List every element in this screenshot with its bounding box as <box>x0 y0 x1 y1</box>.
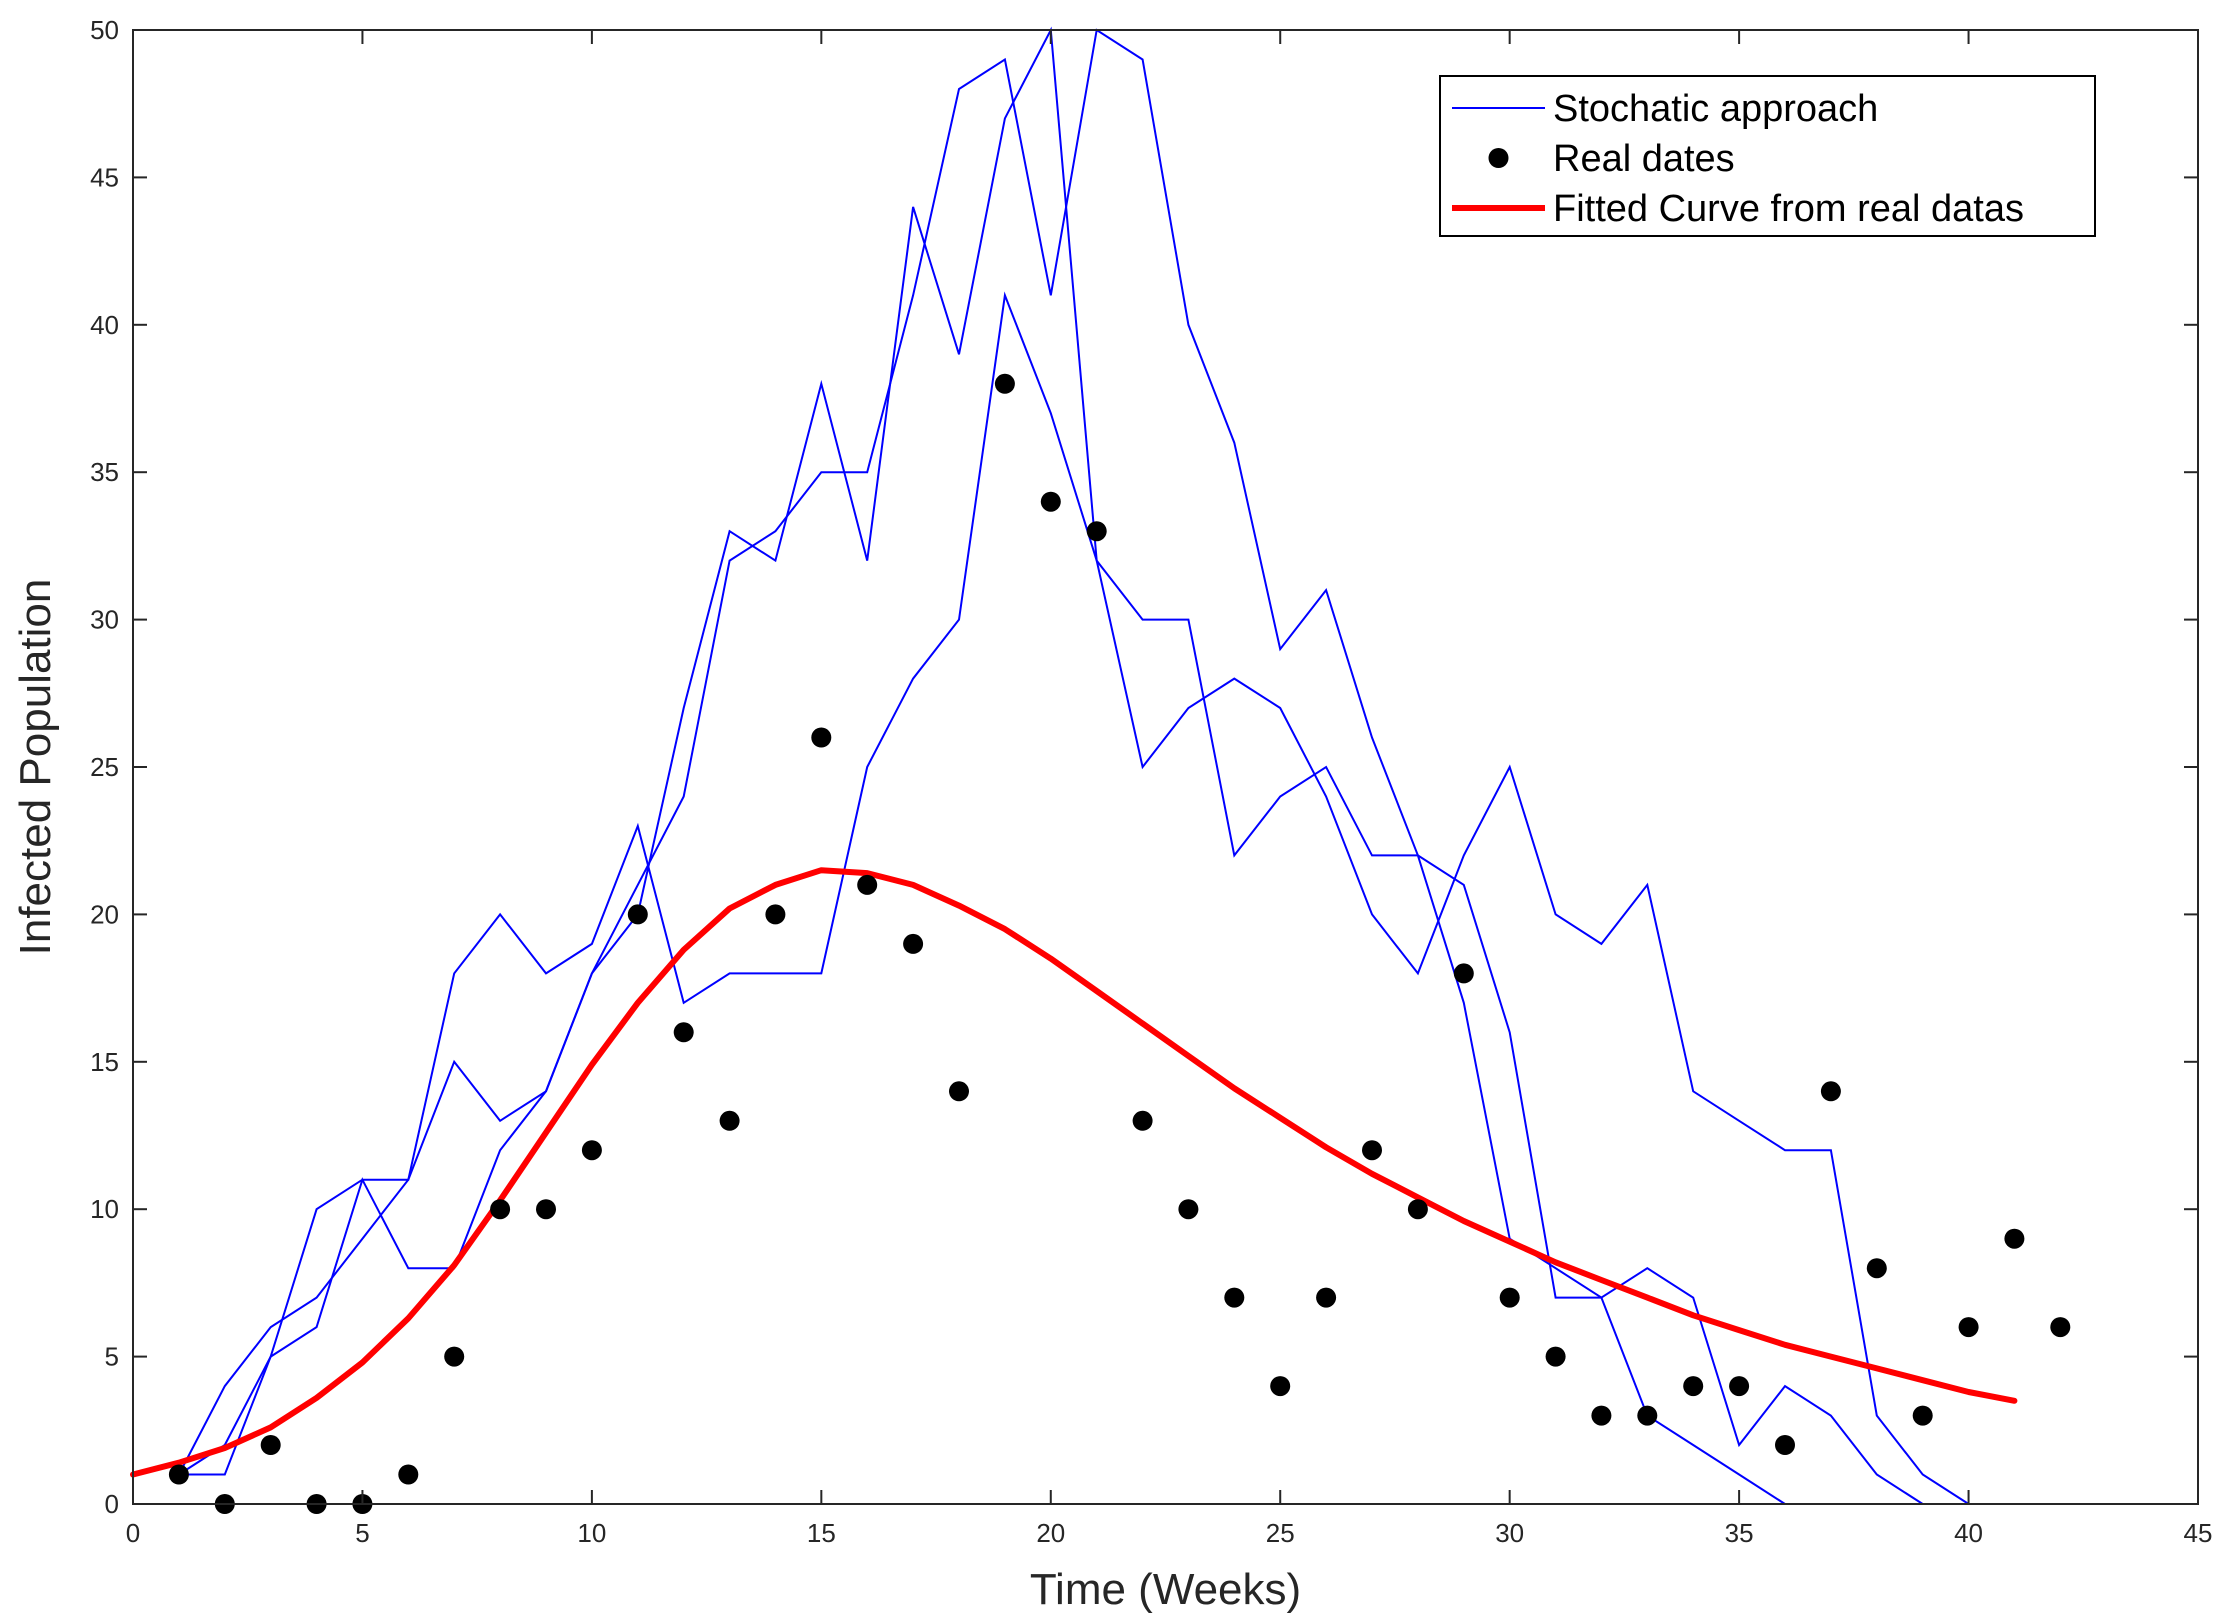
y-tick-label: 0 <box>105 1489 119 1519</box>
real-data-point <box>1545 1346 1566 1367</box>
x-tick-label: 25 <box>1266 1518 1295 1548</box>
stochastic-series-line-2 <box>178 26 1970 1505</box>
real-data-point <box>1178 1199 1199 1220</box>
legend-box <box>1439 75 2096 237</box>
x-tick-label: 5 <box>355 1518 369 1548</box>
y-tick-label: 20 <box>90 899 119 929</box>
plot-background <box>133 30 2198 1504</box>
real-data-point <box>168 1464 189 1485</box>
legend-label-fitted-curve: Fitted Curve from real datas <box>1553 188 2024 230</box>
real-data-point <box>1362 1140 1382 1161</box>
real-data-point <box>536 1199 556 1220</box>
real-data-point <box>1729 1376 1750 1397</box>
real-data-point <box>765 904 786 925</box>
real-data-point <box>1453 963 1474 984</box>
y-tick-label: 30 <box>90 605 119 635</box>
y-axis-label: Infected Population <box>11 579 60 956</box>
real-data-point <box>1316 1287 1337 1308</box>
real-data-point <box>949 1081 969 1102</box>
real-data-point <box>1866 1258 1887 1279</box>
legend: Stochatic approach Real dates Fitted Cur… <box>1439 75 2096 237</box>
axes-layer: 0 5 10 15 20 25 30 35 40 45 0 5 10 15 20 25 30 35 40 45 50 <box>90 15 2212 1548</box>
fitted-curve-line <box>130 867 2018 1478</box>
real-data-point <box>1224 1287 1245 1308</box>
x-tick-label: 20 <box>1036 1518 1065 1548</box>
stochastic-series-line-1 <box>178 291 1786 1505</box>
legend-real-dates-swatch <box>1488 148 1509 168</box>
real-data-point <box>1591 1405 1612 1426</box>
y-tick-label: 25 <box>90 752 119 782</box>
y-tick-label: 10 <box>90 1194 119 1224</box>
y-tick-label: 45 <box>90 162 119 192</box>
y-tick-label: 5 <box>105 1342 119 1372</box>
x-tick-label: 35 <box>1725 1518 1754 1548</box>
real-data-point <box>627 904 648 925</box>
y-tick-label: 50 <box>90 15 119 45</box>
real-data-point <box>490 1199 511 1220</box>
real-data-point <box>398 1464 419 1485</box>
x-tick-label: 0 <box>126 1518 140 1548</box>
x-tick-label: 40 <box>1954 1518 1983 1548</box>
real-data-point <box>444 1346 465 1367</box>
real-data-point <box>1132 1110 1153 1131</box>
x-axis-label: Time (Weeks) <box>1030 1565 1301 1614</box>
real-data-point <box>1270 1376 1291 1397</box>
real-data-point <box>1775 1435 1795 1455</box>
x-tick-label: 15 <box>807 1518 836 1548</box>
x-tick-label: 30 <box>1495 1518 1524 1548</box>
legend-label-real-dates: Real dates <box>1553 138 1735 180</box>
y-tick-label: 15 <box>90 1047 119 1077</box>
real-data-point <box>857 874 878 895</box>
y-tick-label: 40 <box>90 310 119 340</box>
real-data-point <box>1958 1317 1979 1338</box>
real-data-point <box>673 1022 694 1043</box>
real-data-point <box>1683 1376 1704 1397</box>
stochastic-series-line-3 <box>178 28 1924 1505</box>
real-data-point <box>1637 1405 1658 1426</box>
x-tick-label: 45 <box>2184 1518 2213 1548</box>
plot-area <box>133 30 2198 1504</box>
real-data-point <box>260 1435 281 1455</box>
series-layer <box>130 26 2071 1514</box>
real-data-point <box>1499 1287 1520 1308</box>
real-data-point <box>2004 1228 2025 1249</box>
real-data-point <box>1912 1405 1933 1426</box>
legend-label-stochastic: Stochatic approach <box>1553 88 1878 130</box>
real-data-point <box>994 373 1015 394</box>
real-data-point <box>1820 1081 1841 1102</box>
real-data-point <box>1040 491 1061 512</box>
real-data-point <box>1407 1199 1428 1220</box>
x-tick-label: 10 <box>577 1518 606 1548</box>
real-data-point <box>719 1110 740 1131</box>
real-data-point <box>2050 1317 2071 1338</box>
y-tick-label: 35 <box>90 457 119 487</box>
real-data-point <box>903 933 924 954</box>
real-data-point <box>1086 521 1107 542</box>
real-data-point <box>811 727 832 748</box>
real-data-point <box>581 1140 602 1161</box>
